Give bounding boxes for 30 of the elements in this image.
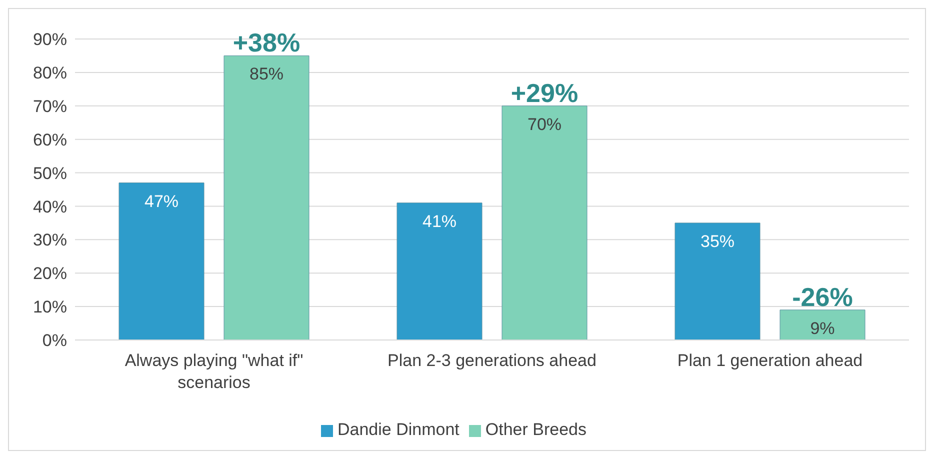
- y-tick-label: 60%: [32, 130, 67, 150]
- y-tick-label: 50%: [32, 164, 67, 183]
- y-tick-label: 80%: [32, 63, 67, 82]
- bar: [780, 310, 866, 340]
- annotation: +38%: [232, 28, 300, 58]
- bar: [502, 106, 588, 340]
- annotation: +29%: [510, 78, 578, 108]
- y-tick-label: 90%: [32, 30, 67, 50]
- bar: [674, 222, 760, 340]
- y-tick-label: 30%: [32, 230, 67, 250]
- data-label: 35%: [700, 232, 735, 251]
- x-tick-label: Plan 2-3 generations ahead: [388, 351, 596, 370]
- y-tick-label: 0%: [42, 331, 67, 350]
- y-tick-label: 40%: [32, 197, 67, 216]
- data-label: 41%: [422, 212, 457, 231]
- data-label: 9%: [810, 318, 835, 338]
- bar: [118, 182, 204, 340]
- legend-label: Dandie Dinmont: [337, 420, 460, 439]
- data-label: 85%: [249, 64, 284, 84]
- data-label: 47%: [144, 192, 179, 211]
- bar: [224, 55, 310, 340]
- y-tick-label: 20%: [32, 264, 67, 284]
- y-tick-label: 10%: [32, 298, 67, 317]
- data-label: 70%: [527, 114, 562, 134]
- bar: [396, 202, 482, 340]
- legend-label: Other Breeds: [485, 420, 586, 439]
- x-tick-label: Plan 1 generation ahead: [677, 351, 863, 370]
- annotation: -26%: [792, 282, 853, 312]
- y-tick-label: 70%: [32, 96, 67, 116]
- x-tick-label: Always playing "what if" scenarios: [124, 351, 304, 392]
